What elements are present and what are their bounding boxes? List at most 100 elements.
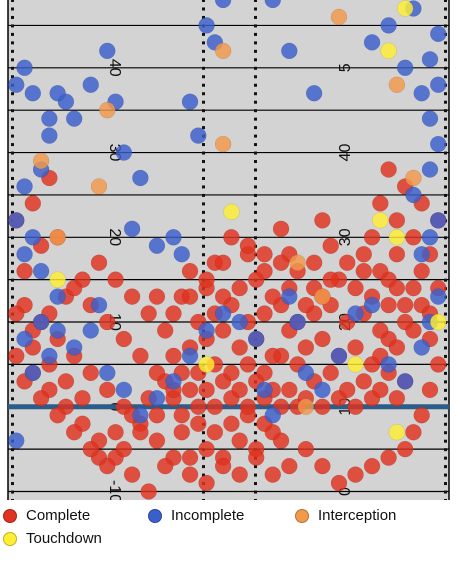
complete-point xyxy=(239,237,257,255)
hash-mark xyxy=(11,168,14,172)
complete-point xyxy=(181,288,199,305)
hash-mark xyxy=(202,431,205,435)
complete-point xyxy=(405,279,422,297)
incomplete-point xyxy=(49,322,66,339)
hash-mark xyxy=(202,202,205,206)
hash-mark xyxy=(11,15,14,19)
complete-point xyxy=(223,364,240,382)
complete-point xyxy=(363,229,381,246)
hash-mark xyxy=(202,414,205,418)
incomplete-swatch xyxy=(148,508,162,523)
incomplete-point xyxy=(305,84,323,102)
hash-mark xyxy=(11,202,14,206)
complete-point xyxy=(281,381,298,399)
complete-point xyxy=(272,220,290,238)
yard-number-label: 30 xyxy=(337,228,354,246)
hash-mark xyxy=(202,312,205,316)
complete-point xyxy=(223,229,240,246)
hash-mark xyxy=(254,41,257,45)
complete-point xyxy=(107,271,124,288)
incomplete-point xyxy=(190,127,207,144)
complete-point xyxy=(322,271,339,288)
hash-mark xyxy=(254,312,257,316)
complete-point xyxy=(256,364,273,382)
hash-mark xyxy=(11,236,14,240)
hash-mark xyxy=(254,261,257,265)
hash-mark xyxy=(11,329,14,333)
hash-mark xyxy=(444,388,447,392)
incomplete-point xyxy=(429,288,447,305)
hash-mark xyxy=(444,371,447,375)
incomplete-point xyxy=(32,262,50,280)
hash-mark xyxy=(444,151,447,155)
complete-point xyxy=(206,398,224,416)
complete-point xyxy=(148,364,166,382)
complete-point xyxy=(380,161,397,178)
incomplete-point xyxy=(24,364,42,382)
hash-mark xyxy=(11,176,14,180)
incomplete-point xyxy=(115,144,133,161)
hash-mark xyxy=(202,83,205,87)
hash-mark xyxy=(444,270,447,274)
touchdown-point xyxy=(223,203,240,221)
complete-point xyxy=(90,254,108,271)
hash-mark xyxy=(11,337,14,341)
complete-point xyxy=(148,288,166,305)
incomplete-point xyxy=(16,178,33,195)
complete-point xyxy=(297,296,315,314)
hash-mark xyxy=(444,109,447,113)
legend-item-interception: Interception xyxy=(295,507,396,524)
incomplete-point xyxy=(65,110,83,127)
hash-mark xyxy=(202,499,205,500)
hash-mark xyxy=(11,482,14,486)
complete-point xyxy=(223,415,240,432)
incomplete-point xyxy=(99,42,116,60)
hash-mark xyxy=(202,397,205,401)
hash-mark xyxy=(202,304,205,308)
hash-mark xyxy=(444,0,447,2)
hash-mark xyxy=(444,397,447,401)
incomplete-point xyxy=(264,407,282,424)
hash-mark xyxy=(444,168,447,172)
hash-mark xyxy=(11,49,14,53)
complete-point xyxy=(190,398,207,416)
hash-mark xyxy=(444,210,447,214)
hash-mark xyxy=(254,202,257,206)
hash-mark xyxy=(444,422,447,426)
complete-point xyxy=(231,432,248,449)
hash-mark xyxy=(254,329,257,333)
hash-mark xyxy=(444,278,447,282)
complete-point xyxy=(338,254,356,271)
touchdown-point xyxy=(388,229,406,246)
interception-point xyxy=(99,101,116,119)
touchdown-point xyxy=(380,42,397,60)
incomplete-point xyxy=(41,347,58,365)
hash-mark xyxy=(202,7,205,11)
complete-point xyxy=(314,212,331,229)
hash-mark xyxy=(11,92,14,96)
hash-mark xyxy=(254,219,257,223)
complete-point xyxy=(256,245,273,263)
hash-mark xyxy=(11,227,14,231)
hash-mark xyxy=(202,176,205,180)
hash-mark xyxy=(202,295,205,299)
complete-point xyxy=(8,305,25,322)
incomplete-point xyxy=(132,169,149,187)
hash-mark xyxy=(202,32,205,36)
hash-mark xyxy=(254,160,257,164)
hash-mark xyxy=(11,388,14,392)
incomplete-point xyxy=(165,229,182,246)
complete-point xyxy=(281,457,298,475)
incomplete-point xyxy=(82,76,99,93)
complete-point xyxy=(65,279,83,297)
complete-point xyxy=(347,398,364,416)
hash-mark xyxy=(254,0,257,2)
hash-mark xyxy=(202,168,205,172)
hash-mark xyxy=(11,278,14,282)
incomplete-point xyxy=(148,237,166,255)
hash-mark xyxy=(444,7,447,11)
hash-mark xyxy=(444,431,447,435)
incomplete-point xyxy=(24,84,42,102)
complete-point xyxy=(214,288,232,305)
touchdown-point xyxy=(347,356,364,373)
